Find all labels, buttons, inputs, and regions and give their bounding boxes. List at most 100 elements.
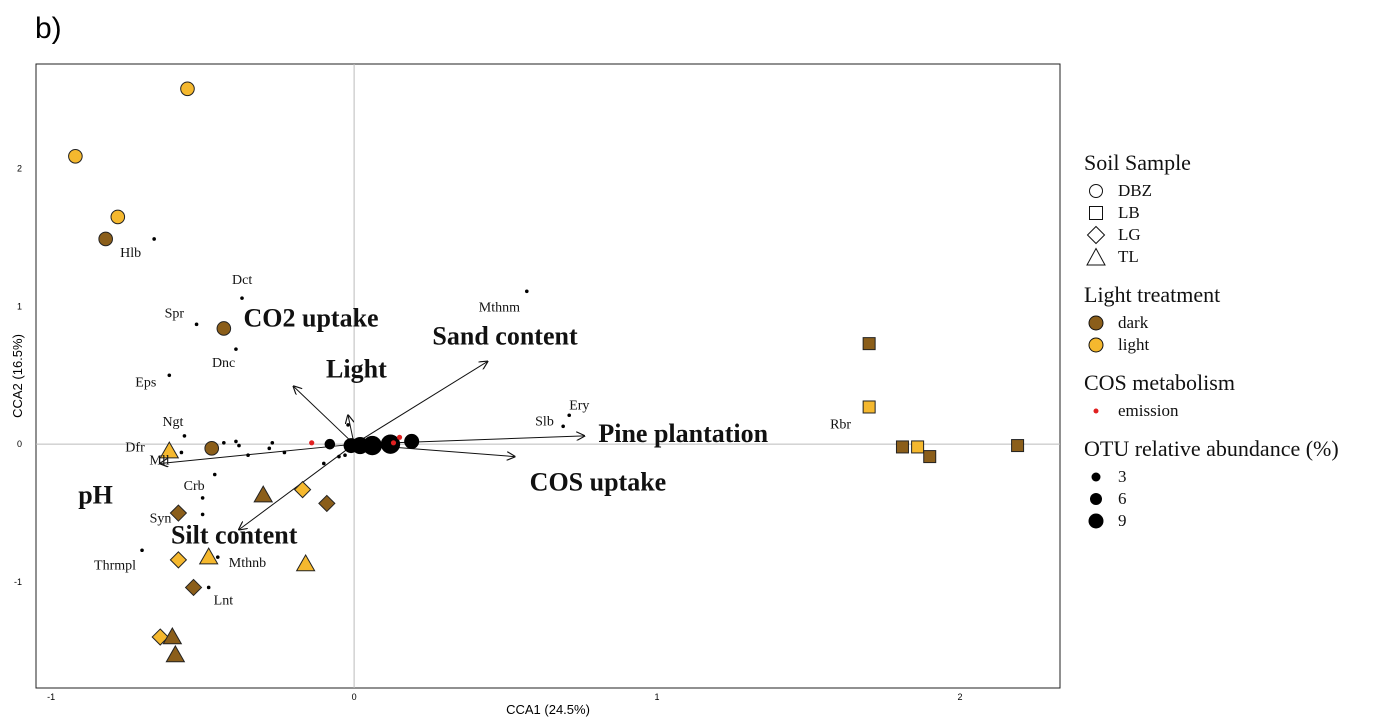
otu-point (270, 441, 275, 445)
legend-label: 9 (1118, 511, 1127, 530)
sample-dbz-light (110, 209, 126, 225)
otu-point (212, 472, 217, 477)
otu-label: Spr (165, 306, 185, 321)
sample-points (68, 81, 1025, 663)
legend-label: 3 (1118, 467, 1127, 486)
env-vector-label: Sand content (432, 322, 578, 351)
legend-item-light: light (1084, 334, 1339, 356)
sample-lb-dark (862, 337, 876, 351)
legend-item-emission: emission (1084, 400, 1339, 422)
legend-item-dark: dark (1084, 312, 1339, 334)
otu-point (234, 439, 238, 444)
cca-biplot: -1 0 1 2 -1 0 1 2 CO2 uptake Light Sand content Pi… (10, 63, 1061, 717)
otu-point (404, 433, 420, 449)
otu-point (200, 512, 205, 517)
legend-soil-sample: Soil Sample DBZ LB LG TL (1084, 150, 1339, 268)
otu-point (194, 322, 199, 327)
y-tick-label: 1 (17, 301, 22, 311)
sample-dbz-dark (204, 441, 220, 456)
axis-ticks: -1 0 1 2 -1 0 1 2 (14, 164, 963, 702)
panel-label: b) (35, 12, 62, 45)
dark-swatch-icon (1088, 315, 1104, 331)
x-axis-title: CCA1 (24.5%) (506, 702, 590, 717)
legend-label: DBZ (1118, 181, 1152, 200)
legend-label: dark (1118, 313, 1149, 332)
otu-point (234, 347, 238, 351)
otu-label: Mthnm (479, 300, 520, 315)
otu-label: Crb (184, 479, 205, 494)
sample-lb-dark (923, 450, 937, 464)
sample-lb-dark (1011, 439, 1025, 453)
otu-label: Dct (232, 273, 252, 288)
otu-point (267, 446, 272, 451)
otu-size-medium-icon (1090, 493, 1102, 505)
otu-point (324, 438, 336, 450)
otu-point (322, 461, 326, 466)
sample-lg-dark (318, 494, 336, 513)
env-vector-arrow (353, 362, 487, 445)
legend-title-cos: COS metabolism (1084, 370, 1235, 395)
y-axis-title: CCA2 (16.5%) (10, 334, 25, 418)
legend-label: TL (1118, 247, 1139, 266)
x-tick-label: 2 (958, 692, 963, 702)
sample-dbz-dark (98, 231, 113, 247)
y-tick-label: 0 (17, 439, 22, 449)
legend: Soil Sample DBZ LB LG TL Light treatment… (1084, 150, 1339, 546)
otu-point (152, 237, 156, 241)
triangle-icon (1086, 247, 1106, 266)
emission-dot-icon (1093, 408, 1099, 414)
environmental-vectors (160, 362, 584, 530)
legend-item-otu-9: 9 (1084, 510, 1339, 532)
sample-tl-light (159, 441, 180, 459)
sample-dbz-light (68, 148, 83, 164)
env-vector-label: COS uptake (530, 468, 667, 497)
legend-cos-metabolism: COS metabolism emission (1084, 370, 1339, 422)
otu-point (561, 424, 565, 429)
sample-dbz-light (180, 81, 195, 97)
x-tick-label: 0 (352, 692, 357, 702)
otu-label: Syn (150, 511, 172, 526)
otu-size-small-icon (1091, 472, 1101, 482)
env-vector-label: Light (326, 354, 387, 383)
sample-lg-dark (184, 578, 203, 597)
otu-label: Dnc (212, 356, 235, 371)
sample-tl-light (295, 554, 316, 572)
legend-label: 6 (1118, 489, 1127, 508)
plot-frame (35, 63, 1061, 689)
emission-point (309, 440, 315, 446)
otu-point (222, 441, 226, 445)
env-vector-label: Silt content (171, 521, 298, 550)
legend-item-dbz: DBZ (1084, 180, 1339, 202)
env-vector-arrow (239, 443, 355, 529)
legend-item-otu-6: 6 (1084, 488, 1339, 510)
legend-item-otu-3: 3 (1084, 466, 1339, 488)
otu-point (524, 289, 529, 294)
legend-item-lb: LB (1084, 202, 1339, 224)
otu-point (346, 423, 350, 427)
env-vector-label: CO2 uptake (244, 303, 379, 332)
otu-label: Slb (535, 414, 554, 429)
legend-light-treatment: Light treatment dark light (1084, 282, 1339, 356)
legend-item-lg: LG (1084, 224, 1339, 246)
sample-tl-dark (162, 627, 183, 645)
otu-point (362, 435, 382, 456)
otu-point (337, 454, 341, 459)
otu-point (567, 413, 572, 418)
otu-label: Rbr (830, 418, 851, 433)
diamond-icon (1086, 225, 1106, 245)
env-vector-arrow (294, 386, 355, 445)
otu-label: Dfr (125, 440, 145, 455)
env-vector-arrow (160, 443, 355, 463)
sample-tl-dark (165, 644, 186, 663)
otu-point (237, 443, 241, 448)
emission-point (396, 434, 403, 440)
sample-lb-light (911, 440, 925, 454)
y-tick-label: 2 (17, 164, 22, 174)
light-swatch-icon (1088, 337, 1104, 353)
legend-label: LG (1118, 225, 1141, 244)
x-tick-label: -1 (47, 692, 55, 702)
sample-lg-dark (169, 504, 188, 522)
legend-label: emission (1118, 401, 1179, 420)
sample-lg-light (151, 628, 169, 646)
sample-lg-light (169, 551, 188, 569)
